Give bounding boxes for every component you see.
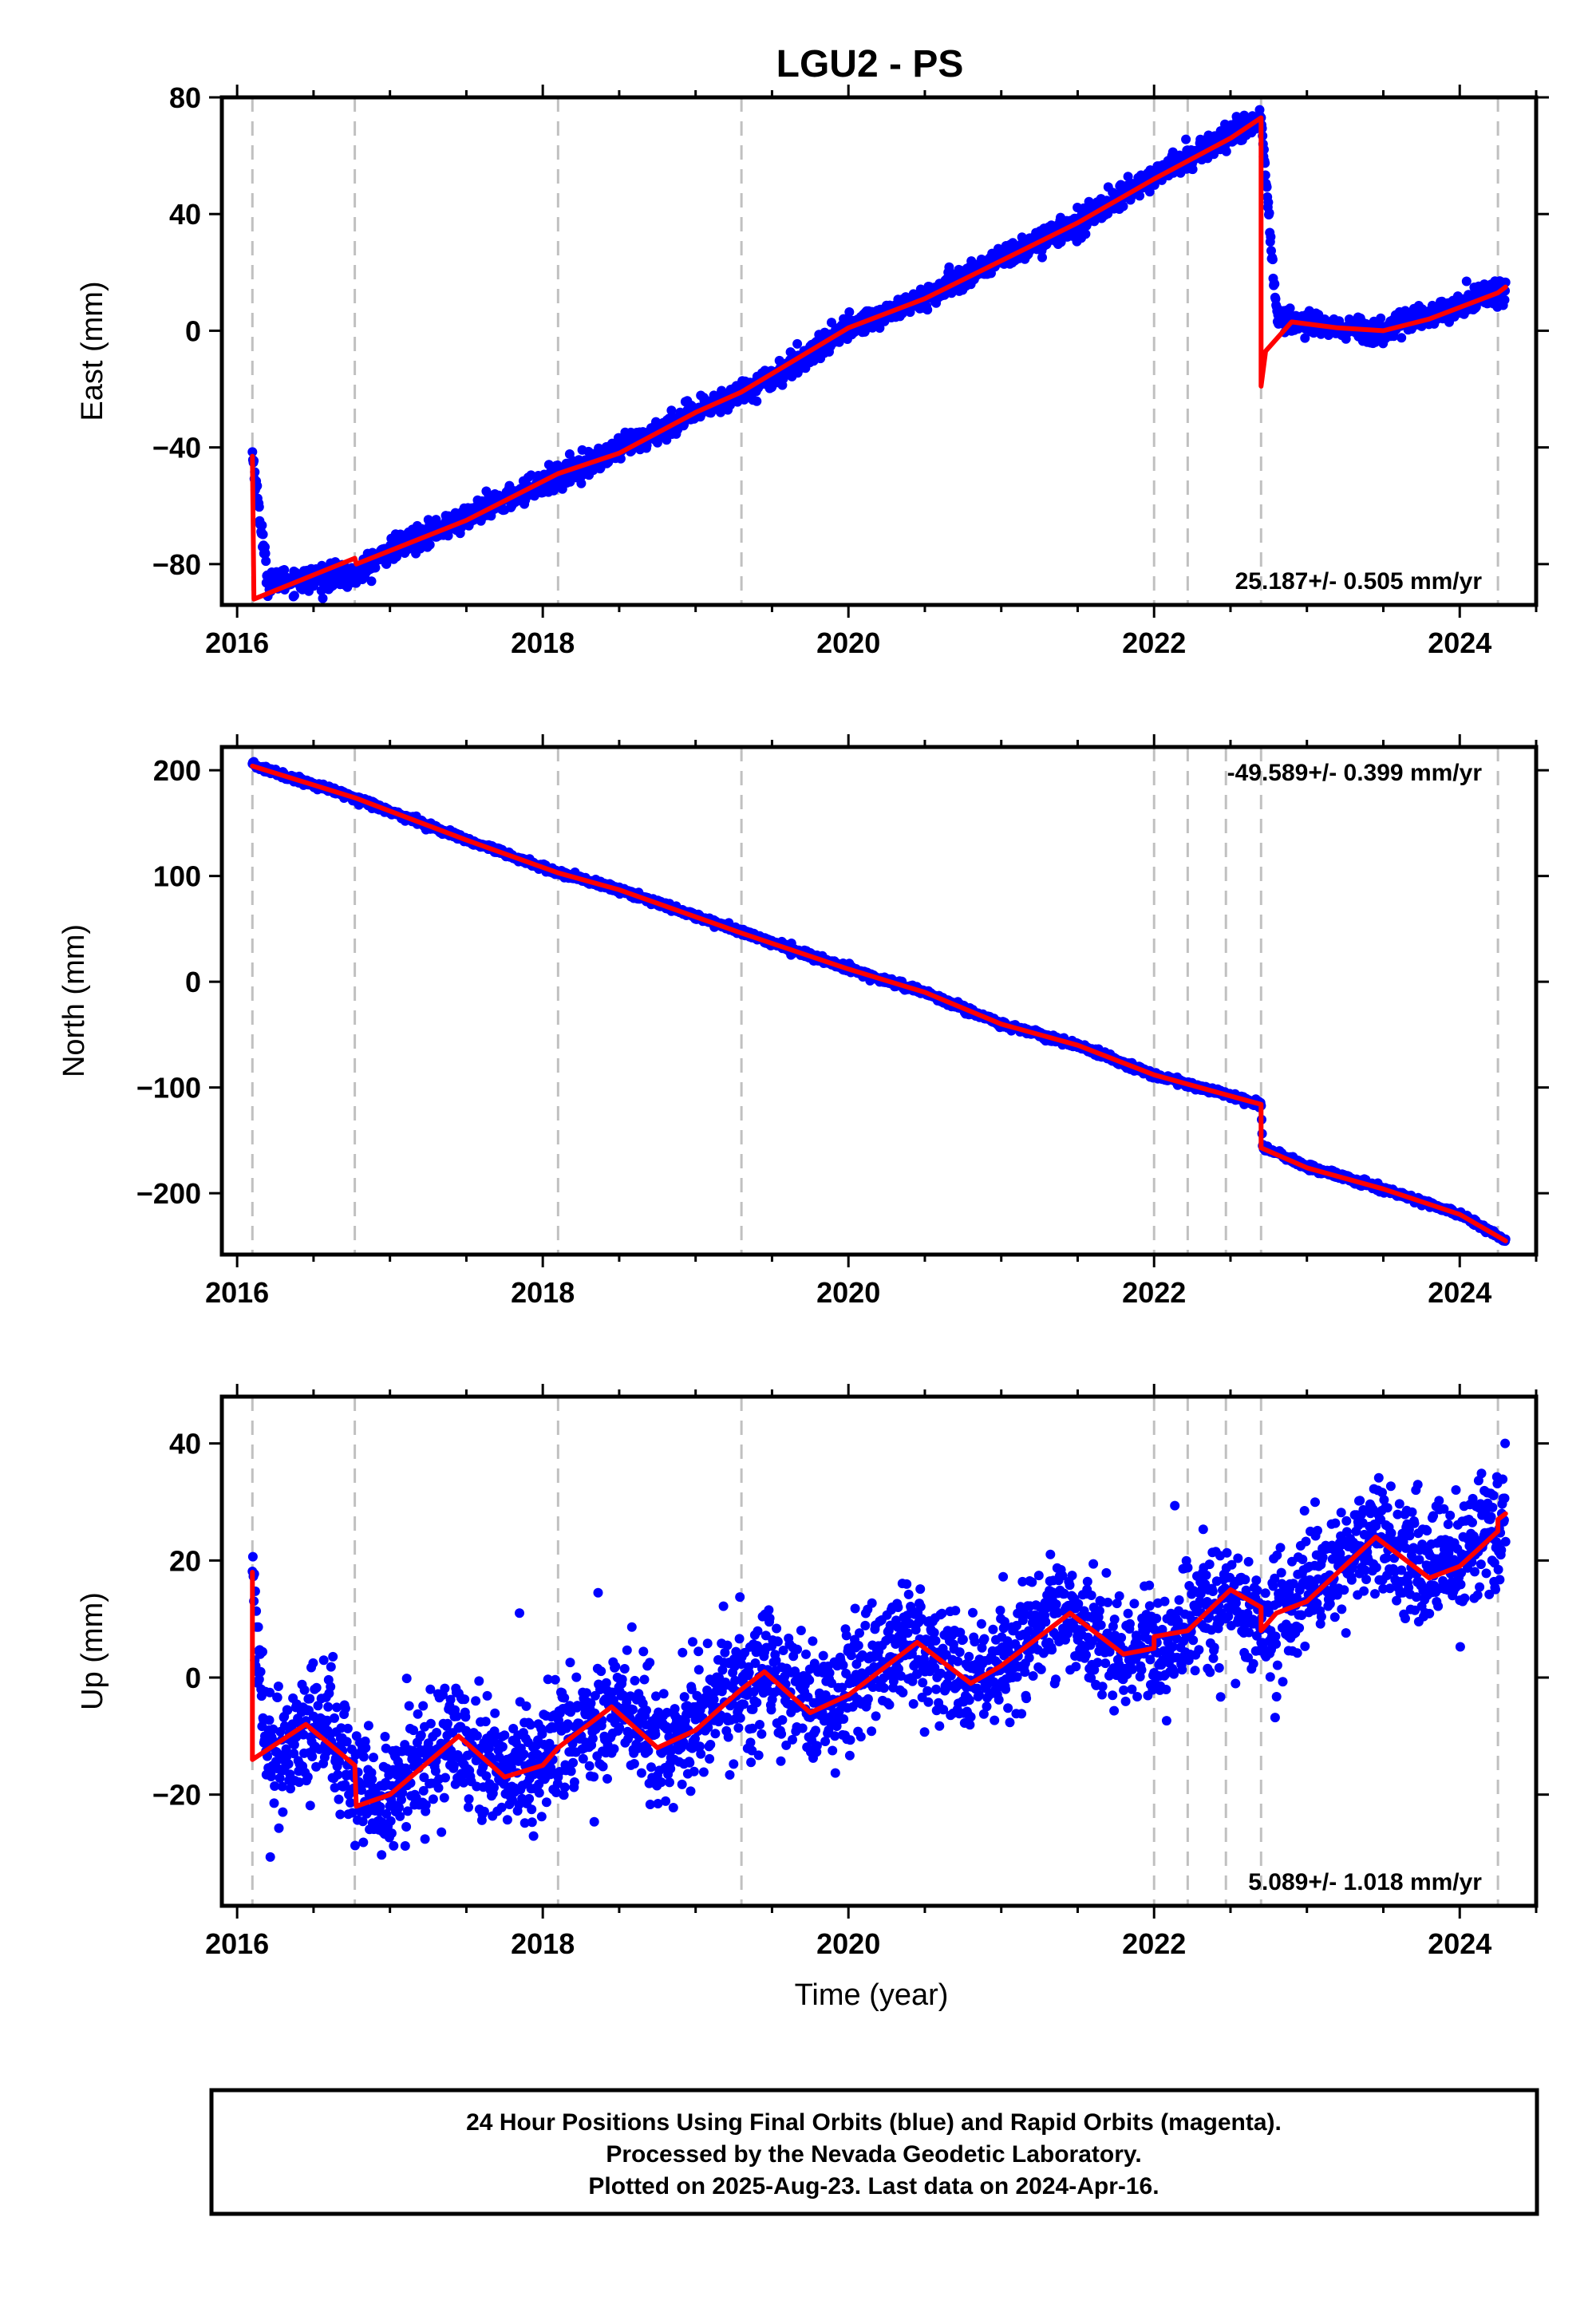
observation-point (875, 323, 885, 333)
observation-point (1500, 277, 1511, 287)
x-tick-label: 2024 (1428, 626, 1491, 659)
x-ticks: 2016 2018 2020 2022 2024 (205, 85, 1538, 659)
observation-point (1037, 252, 1047, 263)
observation-point (1267, 255, 1278, 265)
observation-point (381, 559, 392, 569)
observation-point (289, 591, 299, 601)
y-axis-label: East (mm) (76, 281, 109, 421)
rate-annotation: 25.187+/- 0.505 mm/yr (1235, 568, 1483, 595)
model-line (250, 115, 1508, 602)
observation-point (752, 396, 762, 406)
x-tick-label: 2016 (205, 626, 269, 659)
observation-point (922, 305, 933, 315)
observation-point (1123, 172, 1133, 182)
observation-point (258, 529, 268, 539)
x-tick-label: 2022 (1122, 626, 1186, 659)
observation-point (615, 453, 626, 464)
plot-frame (219, 95, 1539, 607)
observation-point (526, 470, 536, 480)
observation-point (1118, 201, 1128, 211)
y-tick-label: −40 (152, 432, 201, 464)
observation-point (1264, 208, 1274, 218)
observation-point (1300, 333, 1310, 343)
observation-point (1187, 164, 1198, 175)
observation-point (257, 520, 267, 531)
observation-point (254, 502, 264, 512)
observation-point (1262, 182, 1272, 192)
x-tick-label: 2018 (511, 626, 575, 659)
observation-point (1181, 134, 1191, 144)
panels: 2016 2018 2020 2022 2024 80 40 0 −40 −80 East (mm)… (57, 81, 1549, 1960)
observation-point (425, 539, 435, 550)
y-ticks: 80 40 0 −40 −80 (152, 81, 1549, 581)
observation-point (1221, 146, 1231, 156)
y-tick-label: 80 (169, 81, 201, 114)
observation-point (576, 478, 587, 488)
panel-2: 2016 2018 2020 2022 20242001000−100−200North… (57, 734, 1549, 1309)
event-lines (251, 747, 1499, 1255)
observation-point (1396, 333, 1407, 343)
observation-point (792, 338, 803, 349)
observation-point (543, 460, 554, 470)
observation-point (1270, 279, 1280, 289)
observation-point (318, 593, 328, 603)
panel-1: 2016 2018 2020 2022 2024 80 40 0 −40 −80 East (mm)… (76, 81, 1549, 659)
observation-points (247, 105, 1511, 603)
observation-point (1135, 191, 1145, 201)
observation-point (1461, 276, 1472, 287)
observation-point (1376, 313, 1386, 323)
y-tick-label: 0 (185, 314, 201, 347)
observation-point (261, 556, 271, 567)
observation-point (1266, 231, 1276, 242)
y-tick-label: 40 (169, 198, 201, 231)
observation-point (1080, 229, 1091, 239)
observation-point (366, 576, 377, 587)
observation-point (1499, 294, 1510, 305)
observation-point (1263, 197, 1274, 207)
observation-point (260, 548, 271, 559)
figure-title: LGU2 - PS (776, 43, 964, 85)
y-tick-label: −80 (152, 548, 201, 581)
observation-point (247, 447, 258, 457)
observation-point (844, 307, 855, 317)
observation-point (279, 565, 290, 575)
x-tick-label: 2020 (816, 626, 880, 659)
